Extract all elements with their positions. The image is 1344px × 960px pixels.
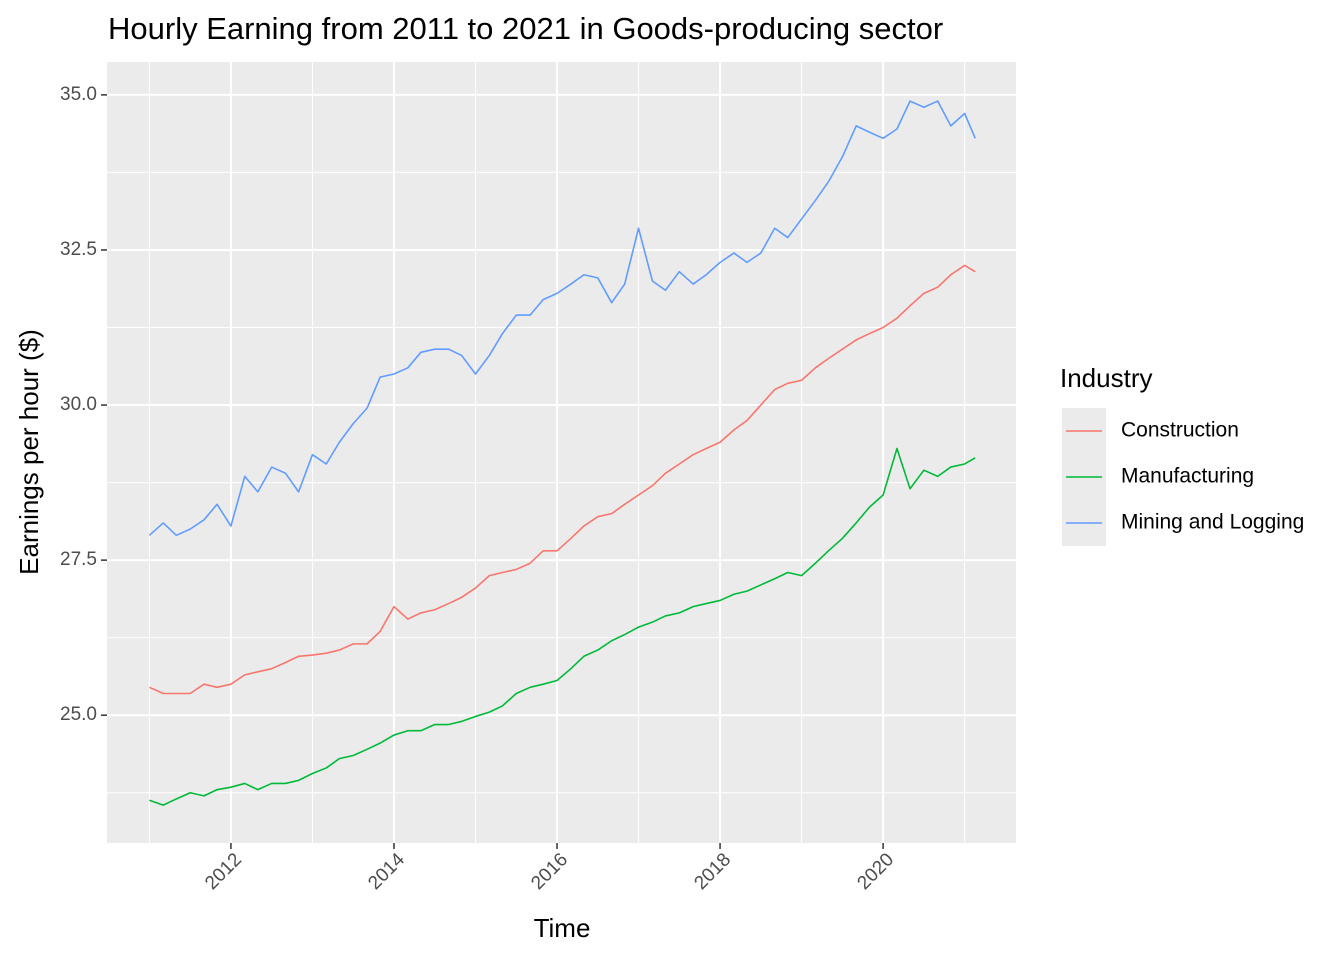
y-tick-label: 35.0 bbox=[60, 84, 97, 105]
series-line bbox=[148, 100, 976, 537]
y-tick-label: 27.5 bbox=[60, 549, 97, 570]
legend-label: Construction bbox=[1121, 419, 1239, 442]
y-tick-label: 32.5 bbox=[60, 239, 97, 260]
legend-label: Manufacturing bbox=[1121, 465, 1254, 488]
series-line bbox=[149, 264, 976, 695]
series-line bbox=[149, 447, 976, 806]
x-axis-title: Time bbox=[534, 913, 591, 943]
legend-title: Industry bbox=[1060, 363, 1153, 393]
legend-label: Mining and Logging bbox=[1121, 511, 1304, 534]
chart-title: Hourly Earning from 2011 to 2021 in Good… bbox=[108, 11, 943, 46]
plot-panel bbox=[107, 62, 1016, 843]
y-tick-label: 30.0 bbox=[60, 394, 97, 415]
y-tick-label: 25.0 bbox=[60, 704, 97, 725]
y-axis-title: Earnings per hour ($) bbox=[14, 329, 44, 575]
